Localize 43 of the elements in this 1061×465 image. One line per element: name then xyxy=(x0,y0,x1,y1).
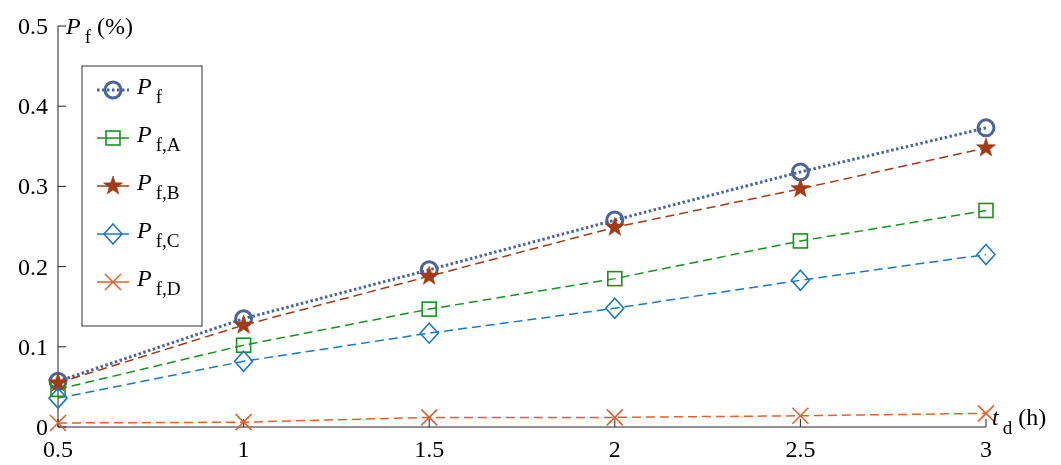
x-tick-label: 1 xyxy=(237,436,250,462)
y-tick-label: 0.2 xyxy=(18,253,48,280)
point xyxy=(607,270,623,287)
point xyxy=(233,314,254,334)
point xyxy=(790,162,810,182)
y-tick-label: 0.5 xyxy=(18,13,48,39)
point xyxy=(978,202,994,219)
point xyxy=(420,408,438,427)
point xyxy=(606,408,624,427)
point xyxy=(792,233,809,249)
point xyxy=(49,414,67,432)
point xyxy=(234,413,253,431)
y-tick-label: 0.4 xyxy=(18,93,48,120)
point xyxy=(976,137,996,157)
x-tick-label: 2 xyxy=(608,436,621,462)
legend-label: P$_{f,C}$ xyxy=(136,217,180,251)
point xyxy=(234,309,254,329)
point xyxy=(419,265,440,285)
point xyxy=(48,387,68,409)
point xyxy=(604,217,625,236)
legend-label: P$_{f,A}$ xyxy=(136,121,181,155)
y-axis-title: P$_{f}$ (%) xyxy=(65,13,134,47)
y-tick-label: 0.3 xyxy=(18,173,48,200)
point xyxy=(235,337,252,353)
legend-label: P$_{f,D}$ xyxy=(136,265,181,299)
x-tick-label: 3 xyxy=(980,436,992,462)
point xyxy=(419,322,439,344)
x-tick-label: 2.5 xyxy=(785,436,816,462)
x-tick-label: 1.5 xyxy=(414,436,445,462)
point xyxy=(977,404,995,423)
point xyxy=(421,301,437,317)
point xyxy=(790,269,811,292)
point xyxy=(419,260,439,280)
point xyxy=(605,297,625,320)
point xyxy=(233,350,254,373)
legend-label: P$_{f,B}$ xyxy=(136,169,180,203)
point xyxy=(976,118,996,138)
legend-label: P$_{f}$ xyxy=(136,73,163,107)
x-axis-title: t$_{d}$ (h) xyxy=(992,404,1047,438)
y-tick-label: 0.1 xyxy=(18,333,48,360)
point xyxy=(976,243,996,266)
point xyxy=(791,406,810,425)
point xyxy=(790,178,811,198)
